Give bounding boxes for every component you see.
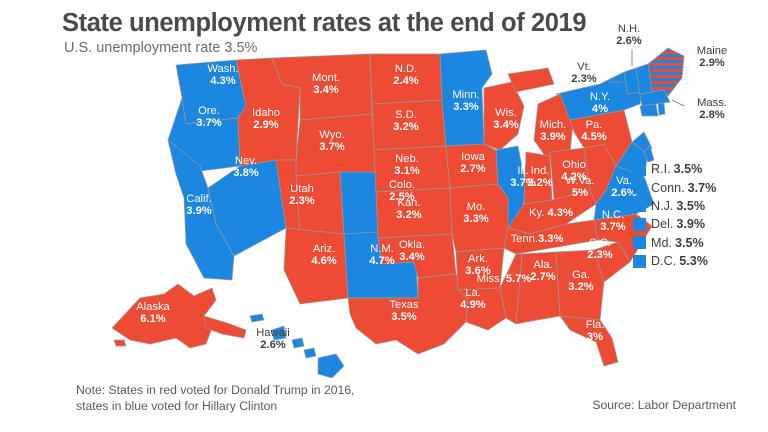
legend-label-conn: Conn. 3.7% <box>651 180 717 195</box>
state-alaska-aleutians <box>113 339 127 347</box>
state-maine <box>647 48 685 97</box>
state-wis <box>483 81 525 151</box>
chart-source: Source: Labor Department <box>592 398 736 412</box>
page-subtitle: U.S. unemployment rate 3.5% <box>64 40 258 56</box>
state-texas <box>347 273 469 355</box>
state-mich-up <box>507 67 555 93</box>
state-hawaii-3 <box>291 337 305 349</box>
legend-item-del: Del. 3.9% <box>633 215 761 233</box>
legend-label-del: Del. 3.9% <box>651 217 706 232</box>
state-pa <box>569 109 633 167</box>
chart-note: Note: States in red voted for Donald Tru… <box>76 383 355 414</box>
state-hawaii-big <box>317 353 345 378</box>
state-mo <box>449 183 513 253</box>
state-neb <box>373 145 451 193</box>
state-del <box>643 145 655 163</box>
state-ala <box>515 251 561 325</box>
leader-mass <box>671 99 685 107</box>
legend-swatch-blue-icon <box>633 254 646 268</box>
state-utah-b <box>295 171 345 235</box>
state-hawaii-2 <box>271 325 287 341</box>
state-mass <box>639 89 671 107</box>
state-tenn <box>503 219 599 255</box>
legend-item-dc: D.C. 5.3% <box>633 252 761 270</box>
state-ind <box>523 151 553 205</box>
label-nh: N.H. 2.6% <box>616 23 642 47</box>
legend-label-dc: D.C. 5.3% <box>651 254 708 269</box>
legend-swatch-blue-icon <box>633 181 646 195</box>
state-nd <box>369 53 443 105</box>
legend-item-nj: N.J. 3.5% <box>633 197 761 215</box>
state-alaska <box>111 283 217 349</box>
state-ga <box>555 249 605 321</box>
leader-lines <box>610 50 685 107</box>
legend-swatch-blue-icon <box>633 217 646 231</box>
state-fla <box>559 315 619 367</box>
legend-item-ri: R.I. 3.5% <box>633 160 761 178</box>
legend-label-ri: R.I. 3.5% <box>651 162 703 177</box>
state-ri <box>657 102 666 116</box>
map-svg <box>111 48 685 378</box>
state-conn <box>639 103 659 117</box>
state-ny <box>555 71 647 121</box>
small-states-legend: R.I. 3.5% Conn. 3.7% N.J. 3.5% Del. 3.9% Md.… <box>633 160 761 270</box>
legend-item-md: Md. 3.5% <box>633 234 761 252</box>
legend-swatch-blue-icon <box>633 199 646 213</box>
legend-label-md: Md. 3.5% <box>651 235 704 250</box>
state-wyo <box>295 113 377 177</box>
state-nj <box>631 131 653 155</box>
state-ark <box>455 247 505 291</box>
page-title: State unemployment rates at the end of 2… <box>62 9 587 37</box>
state-calif <box>167 139 235 281</box>
state-sd <box>371 99 447 151</box>
state-alaska-panhandle <box>203 315 247 339</box>
legend-swatch-blue-icon <box>633 236 646 250</box>
state-wash <box>175 59 247 125</box>
state-minn <box>439 49 493 147</box>
state-hawaii-4 <box>303 347 317 359</box>
state-iowa <box>445 143 499 189</box>
legend-item-conn: Conn. 3.7% <box>633 178 761 196</box>
legend-label-nj: N.J. 3.5% <box>651 198 706 213</box>
state-hawaii-1 <box>249 313 265 323</box>
legend-swatch-blue-icon <box>633 162 646 176</box>
state-ariz <box>283 227 349 305</box>
state-kan <box>375 187 453 239</box>
